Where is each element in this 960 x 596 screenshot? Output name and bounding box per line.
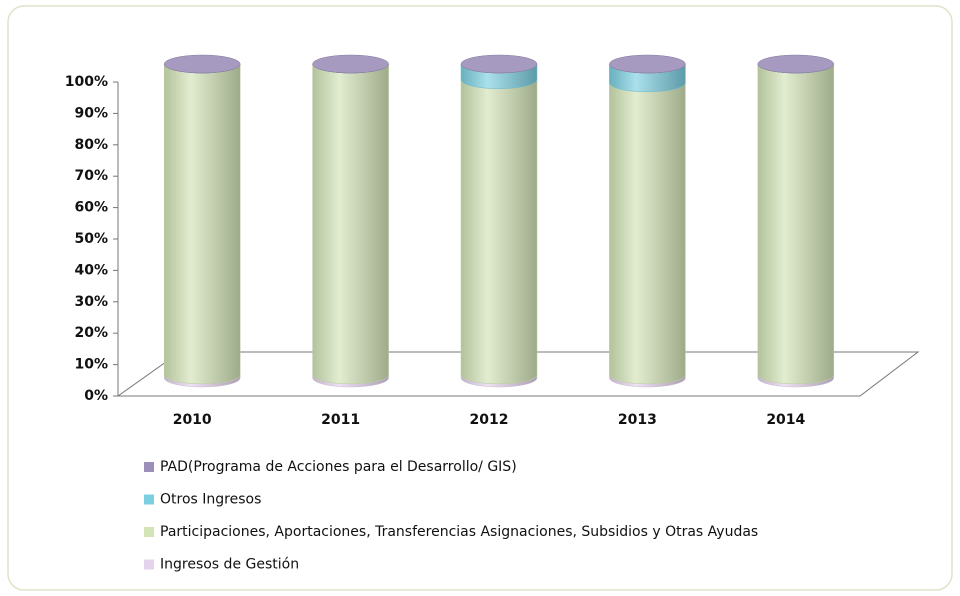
y-tick-label: 100% <box>65 74 108 90</box>
y-tick-label: 30% <box>74 294 108 310</box>
cylinder-segment <box>609 82 686 385</box>
legend-label: Ingresos de Gestión <box>160 557 299 573</box>
y-tick-label: 60% <box>74 200 108 216</box>
x-tick-label: 2014 <box>766 412 805 428</box>
y-tick-label: 0% <box>84 388 108 404</box>
cylinder-cap <box>163 54 241 74</box>
y-tick-label: 80% <box>74 137 108 153</box>
x-tick-label: 2013 <box>618 412 657 428</box>
legend-swatch <box>144 462 154 472</box>
floor <box>116 351 920 397</box>
x-tick-label: 2010 <box>173 412 212 428</box>
x-tick-label: 2011 <box>321 412 360 428</box>
legend-swatch <box>144 494 154 505</box>
x-tick-label: 2012 <box>470 412 509 428</box>
legend-label: PAD(Programa de Acciones para el Desarro… <box>160 459 517 475</box>
legend-label: Participaciones, Aportaciones, Transfere… <box>160 524 758 540</box>
legend-label: Otros Ingresos <box>160 492 261 508</box>
y-tick-label: 40% <box>74 262 108 278</box>
y-tick-label: 10% <box>74 357 108 373</box>
y-tick-label: 20% <box>74 325 108 341</box>
cylinder-cap <box>460 54 538 74</box>
y-tick-label: 50% <box>74 231 108 247</box>
cylinder-segment <box>312 63 389 385</box>
cylinder-segment <box>163 63 241 385</box>
cylinder-segment <box>757 63 835 385</box>
cylinder-cap <box>312 54 389 74</box>
legend-swatch <box>144 527 154 537</box>
cylinder-segment <box>460 79 538 385</box>
cylinder-cap <box>757 54 835 74</box>
legend-swatch <box>144 559 154 570</box>
y-tick-label: 90% <box>74 105 108 121</box>
y-tick-label: 70% <box>74 168 108 184</box>
cylinder-cap <box>609 54 686 74</box>
